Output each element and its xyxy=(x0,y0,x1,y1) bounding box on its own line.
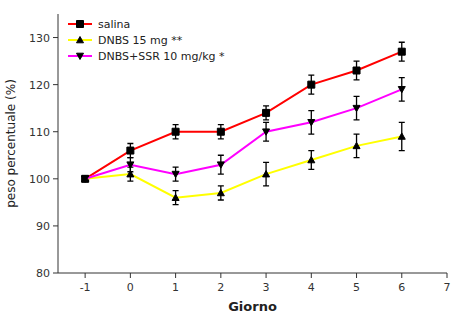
error-bar xyxy=(308,151,314,170)
error-bar xyxy=(399,78,405,102)
x-tick-label: 6 xyxy=(398,281,405,294)
error-bar xyxy=(308,75,314,94)
marker xyxy=(172,194,179,200)
y-tick-label: 110 xyxy=(29,126,50,139)
marker xyxy=(398,133,405,139)
marker xyxy=(353,67,360,74)
legend-label: salina xyxy=(98,18,130,31)
error-bar xyxy=(218,125,224,139)
x-tick-label: 5 xyxy=(353,281,360,294)
error-bar xyxy=(263,122,269,141)
error-bar xyxy=(127,158,133,172)
chart: -1 0 1 2 3 4 5 6 7 80 90 100 110 120 130 Giorno peso per… xyxy=(0,0,463,319)
marker xyxy=(217,162,224,168)
error-bar xyxy=(263,106,269,120)
marker xyxy=(398,48,405,55)
y-tick-label: 80 xyxy=(36,267,50,280)
marker xyxy=(82,176,89,182)
x-tick xyxy=(311,273,312,278)
x-tick xyxy=(130,273,131,278)
y-tick xyxy=(53,131,58,132)
y-tick xyxy=(53,273,58,274)
marker xyxy=(172,171,179,177)
x-tick-label: 2 xyxy=(217,281,224,294)
error-bar xyxy=(218,155,224,174)
y-tick xyxy=(53,178,58,179)
y-axis xyxy=(58,14,59,273)
error-bar xyxy=(399,122,405,150)
marker xyxy=(353,142,360,148)
marker xyxy=(82,175,89,181)
marker xyxy=(263,171,270,177)
x-tick xyxy=(401,273,402,278)
error-bar xyxy=(308,111,314,135)
error-bar xyxy=(354,134,360,158)
legend-marker xyxy=(77,37,84,43)
error-bar xyxy=(263,162,269,186)
marker xyxy=(172,128,179,135)
y-tick xyxy=(53,225,58,226)
error-bar xyxy=(173,167,179,181)
error-bar xyxy=(218,186,224,200)
marker xyxy=(127,162,134,168)
series xyxy=(82,78,406,183)
error-bar xyxy=(354,96,360,120)
x-tick-label: 4 xyxy=(308,281,315,294)
legend-label: DNBS 15 mg ** xyxy=(98,34,183,47)
marker xyxy=(217,189,224,195)
marker xyxy=(398,87,405,93)
x-tick-label: 7 xyxy=(444,281,451,294)
x-axis xyxy=(58,273,447,274)
series-line xyxy=(85,89,402,178)
x-axis-label: Giorno xyxy=(228,299,277,314)
error-bar xyxy=(127,144,133,158)
x-tick-label: 3 xyxy=(263,281,270,294)
error-bar xyxy=(173,125,179,139)
marker xyxy=(308,120,315,126)
legend-marker xyxy=(77,53,84,59)
y-tick-label: 100 xyxy=(29,173,50,186)
legend-marker xyxy=(77,21,84,28)
y-tick xyxy=(53,37,58,38)
legend: salina DNBS 15 mg ** DNBS+SSR 10 mg/kg * xyxy=(68,18,225,63)
x-tick xyxy=(85,273,86,278)
x-tick-label: 1 xyxy=(172,281,179,294)
marker xyxy=(127,147,134,154)
series xyxy=(82,42,406,182)
x-tick xyxy=(220,273,221,278)
x-tick-label: 0 xyxy=(127,281,134,294)
error-bar xyxy=(399,42,405,61)
x-tick xyxy=(447,273,448,278)
x-tick xyxy=(266,273,267,278)
error-bar xyxy=(354,61,360,80)
error-bar xyxy=(173,191,179,205)
series-line xyxy=(85,52,402,179)
series xyxy=(82,122,406,204)
marker xyxy=(353,105,360,111)
marker xyxy=(263,109,270,116)
y-axis-label: peso percentuale (%) xyxy=(4,79,18,208)
y-tick-label: 120 xyxy=(29,79,50,92)
y-tick xyxy=(53,84,58,85)
legend-label: DNBS+SSR 10 mg/kg * xyxy=(98,50,225,63)
marker xyxy=(217,128,224,135)
y-tick-label: 90 xyxy=(36,220,50,233)
marker xyxy=(82,175,89,182)
marker xyxy=(308,156,315,162)
x-tick-label: -1 xyxy=(80,281,91,294)
marker xyxy=(308,81,315,88)
x-tick xyxy=(356,273,357,278)
marker xyxy=(263,129,270,135)
x-tick xyxy=(175,273,176,278)
series-line xyxy=(85,136,402,197)
plot-area xyxy=(82,42,406,204)
y-tick-label: 130 xyxy=(29,32,50,45)
